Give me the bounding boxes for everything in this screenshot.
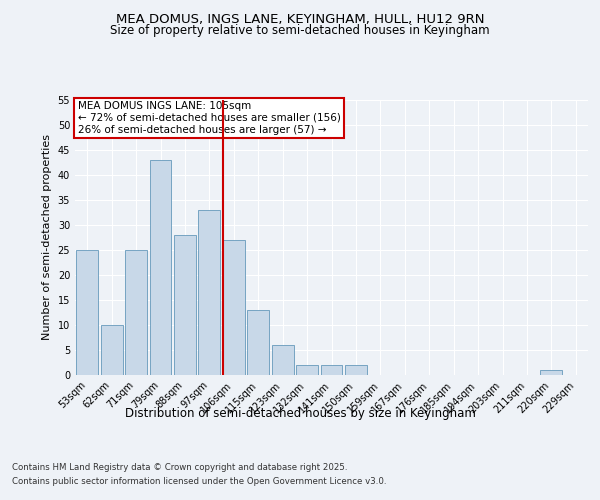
Bar xyxy=(541,370,562,375)
Bar xyxy=(320,365,343,375)
Bar xyxy=(272,345,293,375)
Bar xyxy=(223,240,245,375)
Bar xyxy=(149,160,172,375)
Bar xyxy=(345,365,367,375)
Bar xyxy=(247,310,269,375)
Text: Contains public sector information licensed under the Open Government Licence v3: Contains public sector information licen… xyxy=(12,477,386,486)
Text: MEA DOMUS, INGS LANE, KEYINGHAM, HULL, HU12 9RN: MEA DOMUS, INGS LANE, KEYINGHAM, HULL, H… xyxy=(116,12,484,26)
Text: Size of property relative to semi-detached houses in Keyingham: Size of property relative to semi-detach… xyxy=(110,24,490,37)
Y-axis label: Number of semi-detached properties: Number of semi-detached properties xyxy=(42,134,52,340)
Bar xyxy=(101,325,122,375)
Bar xyxy=(296,365,318,375)
Bar xyxy=(76,250,98,375)
Text: Distribution of semi-detached houses by size in Keyingham: Distribution of semi-detached houses by … xyxy=(125,408,475,420)
Bar xyxy=(174,235,196,375)
Bar xyxy=(125,250,147,375)
Text: Contains HM Land Registry data © Crown copyright and database right 2025.: Contains HM Land Registry data © Crown c… xyxy=(12,464,347,472)
Bar xyxy=(199,210,220,375)
Text: MEA DOMUS INGS LANE: 105sqm
← 72% of semi-detached houses are smaller (156)
26% : MEA DOMUS INGS LANE: 105sqm ← 72% of sem… xyxy=(77,102,340,134)
